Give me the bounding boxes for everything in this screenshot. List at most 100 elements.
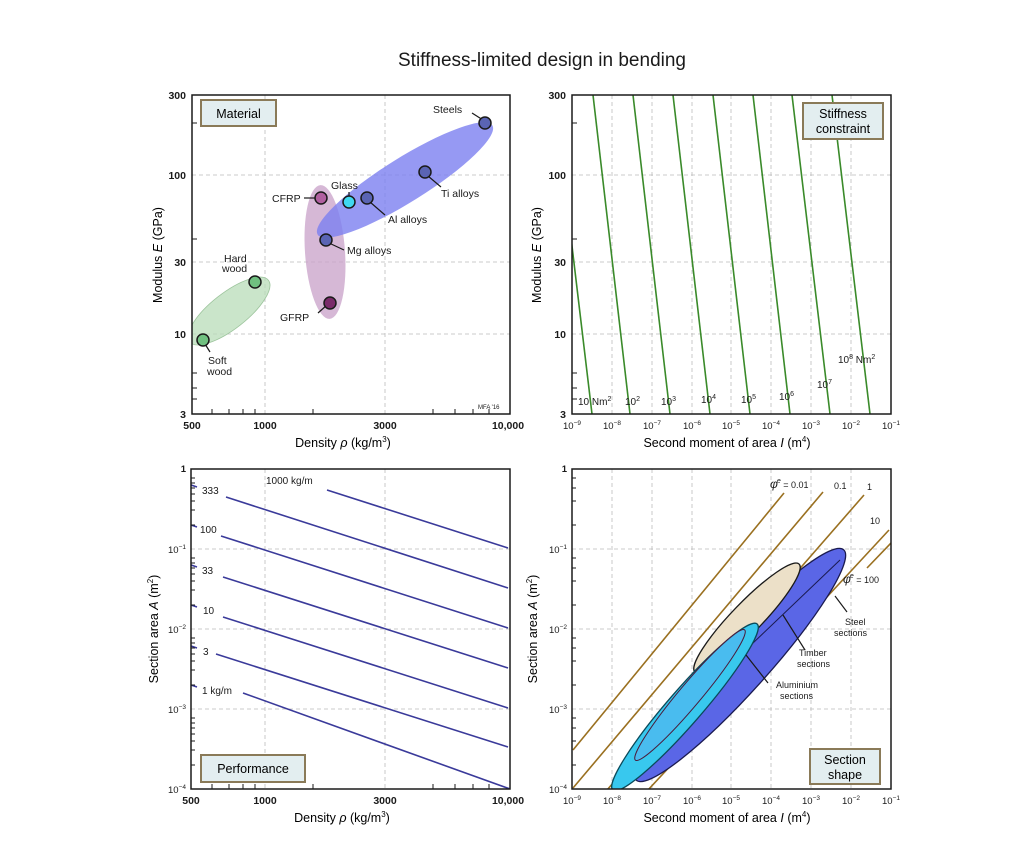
phi-line-0.01 <box>572 492 785 751</box>
ei-line-1e8 <box>831 95 871 414</box>
mass-label-3: 3 <box>203 647 209 658</box>
xtick: 10−1 <box>882 795 900 807</box>
point-gfrp <box>323 296 337 310</box>
ytick: 10−4 <box>549 784 567 796</box>
xtick: 10−5 <box>722 795 740 807</box>
ytick: 3 <box>180 409 186 421</box>
xtick: 10−2 <box>842 420 860 432</box>
label-cfrp: CFRP <box>272 193 301 205</box>
y-axis-label: Modulus E (GPa) <box>151 207 165 303</box>
xtick: 3000 <box>373 795 397 807</box>
label-mg-alloys: Mg alloys <box>347 245 391 257</box>
point-mg-alloys <box>319 233 333 247</box>
xtick: 10,000 <box>492 420 524 432</box>
ytick: 100 <box>168 170 186 182</box>
panel-label-stiffness: Stiffness constraint <box>802 102 884 140</box>
label-al-alloys: Al alloys <box>388 214 427 226</box>
phi-line-100 <box>866 542 891 569</box>
panel-label-performance: Performance <box>200 754 306 783</box>
figure-title: Stiffness-limited design in bending <box>398 50 686 71</box>
ytick: 300 <box>548 90 566 102</box>
xtick: 10−4 <box>762 795 780 807</box>
label-glass: Glass <box>331 180 358 192</box>
xtick: 10−7 <box>643 795 661 807</box>
phi-line-0.1 <box>572 491 824 789</box>
xtick: 10−3 <box>802 795 820 807</box>
point-hard-wood <box>248 275 262 289</box>
label-aluminium-sections: sections <box>780 691 814 701</box>
x-axis-label: Density ρ (kg/m3) <box>295 435 391 450</box>
ei-line-1e6 <box>752 95 791 414</box>
xtick: 500 <box>183 420 201 432</box>
xtick: 10−6 <box>683 795 701 807</box>
point-glass <box>342 195 356 209</box>
ei-line-1e5 <box>712 95 751 414</box>
ei-line-1e1 <box>572 239 593 414</box>
xtick: 10−8 <box>603 420 621 432</box>
svg-text:shape: shape <box>828 768 862 782</box>
label-steel: Steel <box>845 617 866 627</box>
mass-label-1000: 1000 kg/m <box>266 476 313 487</box>
y-axis-label: Section area A (m2) <box>146 575 161 684</box>
xtick: 10−7 <box>643 420 661 432</box>
svg-text:Performance: Performance <box>217 762 289 776</box>
panel-label-material: Material <box>200 99 277 127</box>
ytick: 300 <box>168 90 186 102</box>
gridlines <box>192 95 510 414</box>
x-axis-label: Density ρ (kg/m3) <box>294 810 390 825</box>
ei-line-1e3 <box>632 95 671 414</box>
ei-label-6: 106 <box>779 391 794 403</box>
ytick: 30 <box>174 257 186 269</box>
xtick: 10−9 <box>563 795 581 807</box>
x-axis-label: Second moment of area I (m4) <box>643 810 810 825</box>
mass-line-33 <box>222 576 509 669</box>
label-aluminium: Aluminium <box>776 680 818 690</box>
point-soft-wood <box>196 333 210 347</box>
ei-label-3: 103 <box>661 396 676 408</box>
ei-label-4: 104 <box>701 394 716 406</box>
ytick: 10−2 <box>168 624 186 636</box>
label-hard: Hard <box>224 253 247 265</box>
xtick: 10,000 <box>492 795 524 807</box>
mass-line-3 <box>215 653 509 748</box>
mass-label-100: 100 <box>200 525 217 536</box>
ytick: 1 <box>562 464 568 475</box>
label-soft: Soft <box>208 355 227 367</box>
credit-label: MFA '16 <box>478 405 500 411</box>
ytick: 10 <box>174 329 186 341</box>
ytick: 100 <box>548 170 566 182</box>
ei-label-7: 107 <box>817 379 832 391</box>
svg-text:Material: Material <box>216 107 260 121</box>
ytick: 10−1 <box>168 544 186 556</box>
y-axis-label: Modulus E (GPa) <box>530 207 544 303</box>
xtick: 10−4 <box>762 420 780 432</box>
mass-label-1: 1 kg/m <box>202 686 232 697</box>
ytick: 3 <box>560 409 566 421</box>
point-cfrp <box>314 191 328 205</box>
mass-line-10 <box>222 616 509 709</box>
ei-label-8: 108 Nm2 <box>838 354 875 366</box>
woods-envelope <box>192 276 271 346</box>
xtick: 10−1 <box>882 420 900 432</box>
mass-line-1000 <box>326 489 509 549</box>
ytick: 10−1 <box>549 544 567 556</box>
xtick: 10−9 <box>563 420 581 432</box>
ytick: 10−3 <box>549 704 567 716</box>
material-chart: Steels Ti alloys Al alloys Glass CFRP Mg… <box>151 90 524 450</box>
y-axis-label: Section area A (m2) <box>525 575 540 684</box>
xtick: 10−6 <box>683 420 701 432</box>
xtick: 10−5 <box>722 420 740 432</box>
ei-label-5: 105 <box>741 394 756 406</box>
label-timber: Timber <box>799 648 827 658</box>
section-shape-chart: 1 10−1 10−2 10−3 10−4 10−9 10−8 10−7 10−… <box>525 464 900 825</box>
stiffness-chart: 300 100 30 10 3 10−9 10−8 10−7 10−6 10−5… <box>530 90 900 450</box>
mass-line-333 <box>225 496 509 589</box>
ytick: 10 <box>554 329 566 341</box>
ytick: 1 <box>181 464 187 475</box>
xtick: 500 <box>182 795 200 807</box>
ei-line-1e4 <box>672 95 711 414</box>
mass-line-1 <box>242 692 510 789</box>
phi-label-0.1: 0.1 <box>834 481 847 491</box>
label-steel-sections: sections <box>834 628 868 638</box>
performance-chart: 1000 kg/m 333 100 33 10 3 1 kg/m 1 10−1 … <box>146 464 524 825</box>
